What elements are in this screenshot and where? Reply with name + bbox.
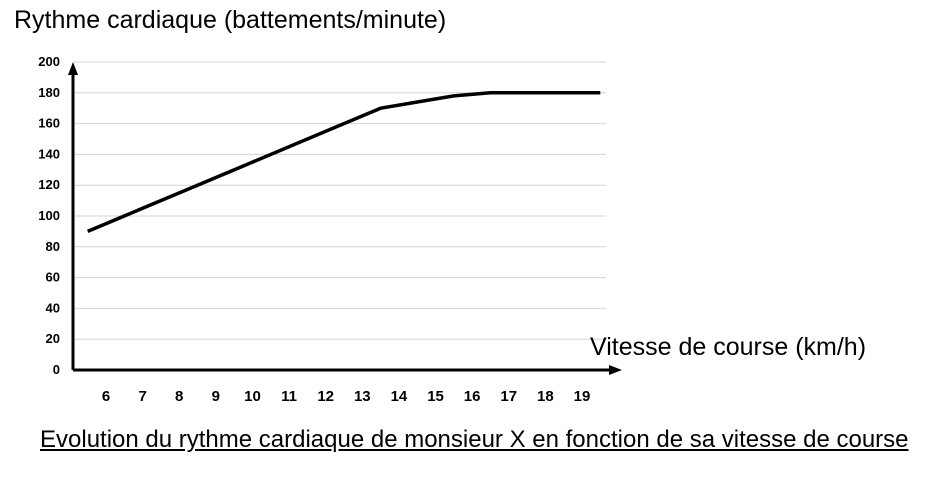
chart-caption: Evolution du rythme cardiaque de monsieu… — [40, 426, 909, 453]
y-tick-label: 80 — [46, 239, 60, 254]
x-tick-label: 9 — [212, 388, 220, 405]
gridlines — [73, 61, 606, 340]
x-tick-label: 19 — [574, 388, 591, 405]
x-tick-label: 7 — [138, 388, 146, 405]
y-tick-label: 140 — [38, 146, 60, 161]
y-tick-label: 180 — [38, 85, 60, 100]
y-tick-label: 200 — [38, 54, 60, 69]
y-tick-label: 40 — [46, 300, 60, 315]
x-tick-label: 13 — [354, 388, 371, 405]
y-tick-labels: 0 20 40 60 80 100 120 140 160 180 200 — [38, 54, 60, 377]
x-axis-label: Vitesse de course (km/h) — [590, 333, 866, 361]
y-tick-label: 160 — [38, 116, 60, 131]
y-tick-label: 60 — [46, 270, 60, 285]
x-tick-label: 14 — [391, 388, 408, 405]
x-tick-label: 11 — [281, 388, 297, 405]
x-tick-label: 10 — [244, 388, 261, 405]
y-tick-label: 20 — [46, 331, 60, 346]
x-axis-arrow — [609, 365, 622, 375]
x-tick-label: 16 — [464, 388, 481, 405]
x-tick-label: 12 — [317, 388, 334, 405]
y-tick-label: 0 — [53, 362, 60, 377]
y-axis-label: Rythme cardiaque (battements/minute) — [14, 6, 446, 34]
x-tick-label: 18 — [537, 388, 554, 405]
x-tick-label: 6 — [102, 388, 110, 405]
x-tick-label: 15 — [427, 388, 444, 405]
y-tick-label: 120 — [38, 177, 60, 192]
y-axis-arrow — [68, 62, 78, 75]
line-chart: Rythme cardiaque (battements/minute) 0 20… — [14, 6, 866, 405]
heart-rate-line — [87, 91, 601, 234]
x-tick-labels: 6 7 8 9 10 11 12 13 14 15 16 17 18 19 — [102, 388, 591, 405]
y-tick-label: 100 — [38, 208, 60, 223]
x-tick-label: 17 — [500, 388, 517, 405]
x-tick-label: 8 — [175, 388, 183, 405]
